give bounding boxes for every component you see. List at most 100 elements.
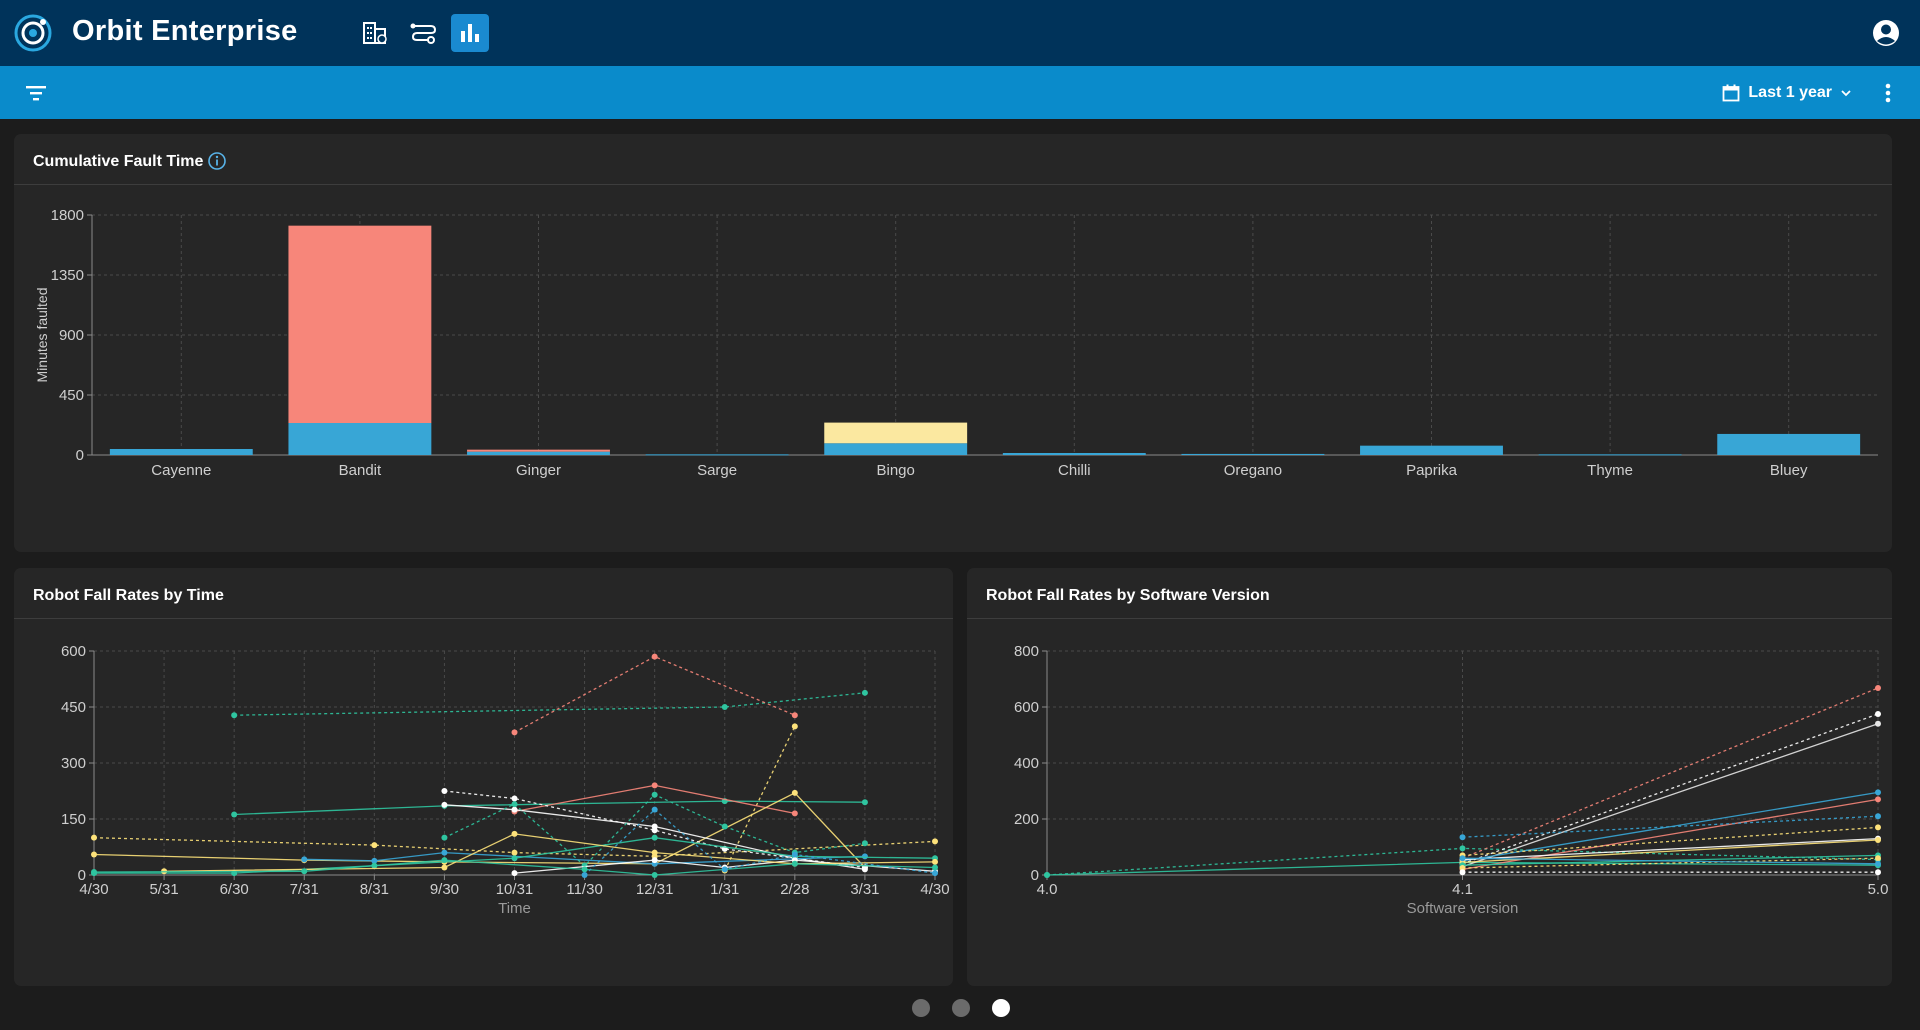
y-tick-label: 600 <box>61 643 86 660</box>
bar-segment <box>467 451 610 455</box>
y-tick-label: 450 <box>59 387 84 404</box>
fault-time-card: Cumulative Fault Time 0 450 900 1350 1800 Cay… <box>14 134 1892 552</box>
data-point <box>371 857 378 864</box>
x-tick-label: 4.1 <box>1452 881 1473 898</box>
data-point <box>861 866 868 873</box>
data-point <box>511 795 518 802</box>
data-point <box>1875 855 1881 862</box>
app-title: Orbit Enterprise <box>72 15 298 47</box>
data-point <box>441 834 448 841</box>
page-dot-3[interactable] <box>992 999 1010 1017</box>
orbit-logo-icon[interactable] <box>14 14 52 52</box>
bar-segment <box>1002 453 1146 455</box>
buildings-icon[interactable] <box>356 14 394 52</box>
data-point <box>1044 872 1050 878</box>
series-line <box>234 692 865 716</box>
data-point <box>511 849 518 856</box>
data-point <box>441 857 448 864</box>
bar-chart-icon-glyph <box>461 24 479 42</box>
series-line <box>1462 791 1879 862</box>
data-point <box>791 860 798 867</box>
data-point <box>651 857 658 864</box>
chevron-down-icon <box>1841 90 1851 97</box>
series-line <box>1462 857 1879 865</box>
x-tick-label: 10/31 <box>496 881 534 898</box>
x-tick-label: Bandit <box>339 462 382 479</box>
bar-chart-icon[interactable] <box>451 14 489 52</box>
data-point <box>441 788 448 794</box>
fall-rates-version-line-chart: 0 200 400 600 800 4.0 4.1 5.0 Software version <box>1014 643 1888 917</box>
info-icon[interactable] <box>207 151 227 171</box>
data-point <box>91 869 97 876</box>
series-line <box>1462 798 1879 871</box>
data-point <box>651 653 658 660</box>
x-tick-label: Bluey <box>1770 462 1808 479</box>
data-point <box>1875 711 1881 717</box>
data-point <box>231 811 238 818</box>
data-point <box>651 834 658 841</box>
x-axis-label: Time <box>498 900 531 917</box>
x-tick-label: Oregano <box>1224 462 1282 479</box>
x-tick-label: 4/30 <box>920 881 949 898</box>
bar-segment <box>288 225 432 423</box>
data-point <box>511 855 518 862</box>
y-tick-label: 800 <box>1014 643 1039 660</box>
y-tick-label: 400 <box>1014 755 1039 772</box>
card-divider <box>14 184 1892 185</box>
data-point <box>1459 845 1466 852</box>
page-dot-1[interactable] <box>912 999 930 1017</box>
data-point <box>791 810 798 817</box>
series-line <box>164 833 936 872</box>
more-vert-icon[interactable] <box>1882 80 1894 106</box>
bar-segment <box>645 454 789 456</box>
y-tick-label: 450 <box>61 699 86 716</box>
data-point <box>791 712 798 719</box>
filter-icon[interactable] <box>22 80 50 106</box>
page-dot-2[interactable] <box>952 999 970 1017</box>
bar-segment <box>1360 445 1503 455</box>
data-point <box>511 729 518 736</box>
bar-segment <box>1538 454 1682 456</box>
date-range-selector[interactable]: Last 1 year <box>1722 78 1852 108</box>
fault-time-bar-chart: 0 450 900 1350 1800 Cayenne Bandit Ginger Sarge B… <box>34 207 1878 479</box>
bar-segment <box>109 449 253 455</box>
route-icon-glyph <box>410 23 437 44</box>
x-tick-label: Bingo <box>877 462 915 479</box>
x-tick-label: 7/31 <box>290 881 319 898</box>
route-icon[interactable] <box>404 14 442 52</box>
data-point <box>511 870 518 877</box>
y-tick-label: 0 <box>76 447 84 464</box>
data-point <box>1875 860 1881 867</box>
data-point <box>1875 796 1881 803</box>
series-line <box>1462 723 1879 868</box>
y-tick-label: 900 <box>59 327 84 344</box>
account-circle-icon[interactable] <box>1872 19 1900 47</box>
data-point <box>1459 834 1466 841</box>
x-axis-label: Software version <box>1407 900 1519 917</box>
data-point <box>581 866 588 873</box>
data-point <box>932 858 938 865</box>
y-tick-label: 0 <box>78 867 86 884</box>
x-tick-label: 1/31 <box>710 881 739 898</box>
data-point <box>1875 789 1881 796</box>
data-point <box>651 791 658 798</box>
data-point <box>791 723 798 730</box>
series-line <box>1462 687 1879 859</box>
data-point <box>651 823 658 830</box>
x-tick-label: 8/31 <box>360 881 389 898</box>
fall-rates-time-line-chart: 0 150 300 450 600 4/30 5/31 6/30 7/31 8/31 9/30 10/… <box>61 643 950 917</box>
y-tick-label: 0 <box>1031 867 1039 884</box>
data-point <box>1459 855 1466 862</box>
filter-toolbar: Last 1 year <box>0 66 1920 119</box>
card-title: Robot Fall Rates by Software Version <box>986 587 1270 604</box>
bar-segment <box>824 422 968 444</box>
data-point <box>861 853 868 860</box>
card-divider <box>967 618 1892 619</box>
data-point <box>511 830 518 837</box>
data-point <box>861 689 868 696</box>
data-point <box>581 872 588 878</box>
data-point <box>861 799 868 806</box>
bar-segment <box>288 423 432 455</box>
data-point <box>932 864 938 871</box>
series-line <box>1462 854 1879 866</box>
